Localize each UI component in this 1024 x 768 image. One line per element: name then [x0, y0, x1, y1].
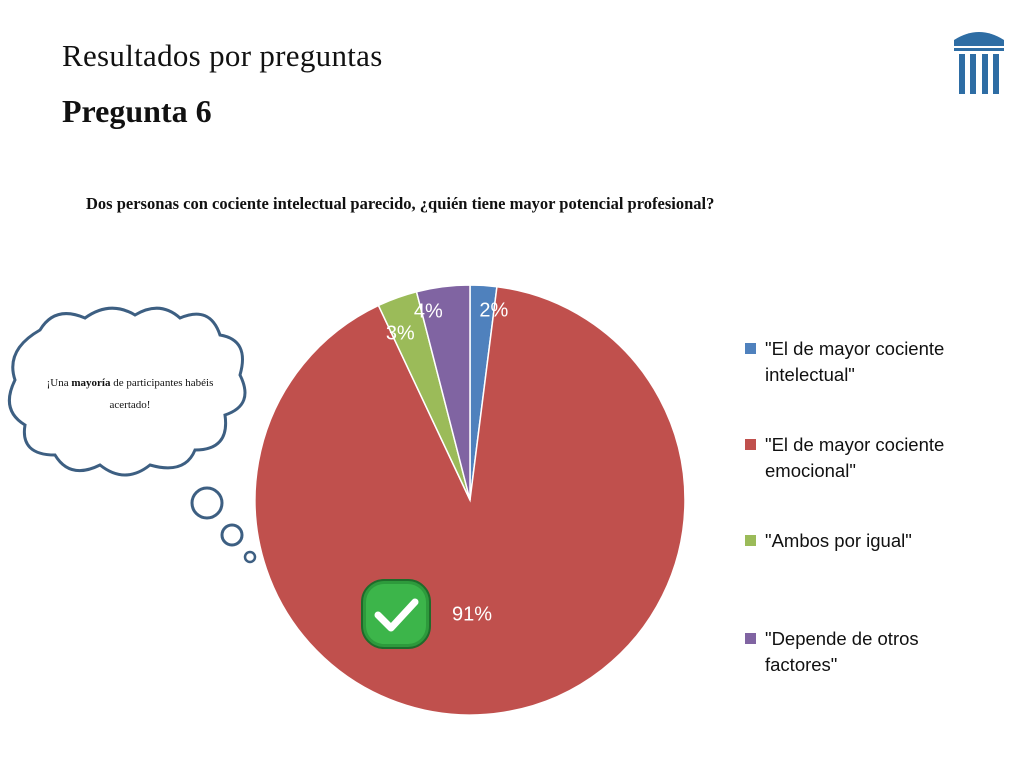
slide-subtitle: Pregunta 6 [62, 93, 212, 129]
cloud-text-after: de participantes habéis acertado! [109, 377, 214, 411]
pie-data-label: 4% [413, 300, 443, 323]
slide-title: Resultados por preguntas [62, 38, 383, 73]
legend-label: "Ambos por igual" [765, 530, 912, 551]
pie-data-label: 2% [479, 299, 509, 322]
cloud-text-bold: mayoría [71, 377, 111, 389]
chart-title: Dos personas con cociente intelectual pa… [86, 194, 715, 213]
pie-data-label: 91% [451, 603, 493, 626]
legend-swatch [745, 343, 756, 354]
columns-logo-icon [954, 32, 1004, 94]
legend-label: "Depende de otros factores" [765, 628, 919, 675]
legend-swatch [745, 633, 756, 644]
legend-label: "El de mayor cociente intelectual" [765, 338, 945, 385]
checkmark-icon [361, 579, 431, 649]
legend-label: "El de mayor cociente emocional" [765, 434, 945, 481]
thought-cloud [7, 306, 257, 564]
legend-swatch [745, 535, 756, 546]
legend-swatch [745, 439, 756, 450]
cloud-text: ¡Una mayoría de participantes habéis ace… [30, 372, 230, 416]
cloud-text-before: ¡Una [46, 377, 69, 389]
pie-slice [415, 284, 471, 501]
pie-data-label: 3% [385, 322, 415, 345]
